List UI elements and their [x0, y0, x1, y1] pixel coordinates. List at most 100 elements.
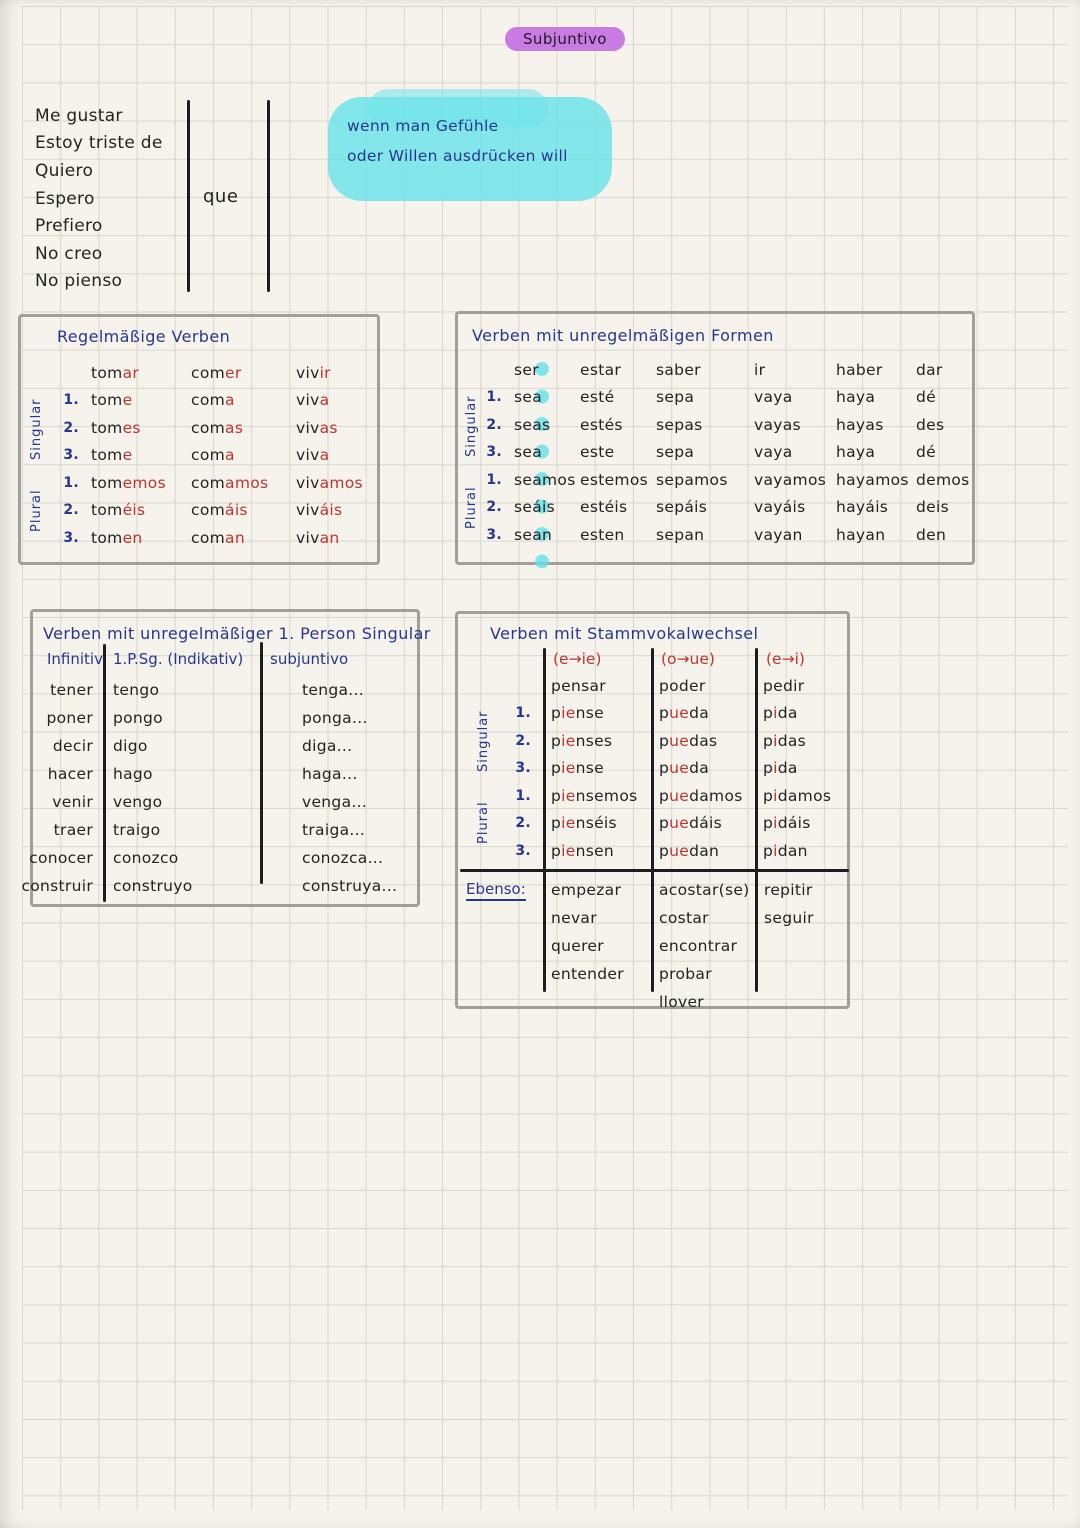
verb-cell: hayas: [836, 415, 884, 434]
verb-header: haber: [836, 360, 883, 379]
note-line: wenn man Gefühle: [347, 117, 499, 135]
ebenso-item: seguir: [764, 909, 814, 927]
person-number: 3.: [63, 447, 79, 464]
verb-cell: com as: [191, 418, 244, 437]
verb-cell: viv an: [296, 528, 340, 547]
verb-header: pedir: [763, 676, 805, 695]
note-highlight: [328, 89, 612, 201]
trigger-item: Quiero: [35, 160, 94, 181]
verb-cell: viv áis: [296, 501, 343, 520]
verb-cell: sepa: [656, 388, 695, 407]
stem-change-header: (e→i): [766, 650, 805, 668]
person-number: 1.: [63, 474, 79, 491]
infinitive-cell: hacer: [47, 765, 93, 783]
verb-cell: vayáis: [754, 498, 806, 517]
table-title: Regelmäßige Verben: [57, 327, 231, 346]
conjugation-grid: ser estar saber ir haber dar 1. sea esté…: [484, 356, 972, 549]
trigger-item: Estoy triste de: [35, 133, 163, 154]
infinitive-cell: conocer: [29, 849, 93, 867]
verb-cell: p i da: [763, 759, 798, 778]
column-header: subjuntivo: [270, 650, 349, 668]
trigger-item: Espero: [35, 188, 95, 209]
infinitive-cell: decir: [52, 737, 93, 755]
verb-cell: com an: [191, 528, 245, 547]
person-number: 2.: [63, 419, 79, 436]
verb-cell: sea: [514, 443, 543, 462]
infinitive-cell: construir: [21, 877, 93, 895]
verb-cell: esté: [580, 388, 615, 407]
column-divider: [755, 648, 758, 992]
conjugation-grid: pensar poder pedir 1. p ie nse p ue da p i da …: [462, 672, 852, 865]
verb-cell: com amos: [191, 473, 269, 492]
subjunctive-cell: tenga...: [302, 681, 364, 699]
ebenso-item: nevar: [551, 909, 597, 927]
verb-header: com er: [191, 363, 242, 382]
verb-cell: p ie nséis: [551, 814, 617, 833]
vertical-label-singular: Singular: [464, 395, 479, 457]
infinitive-cell: venir: [52, 793, 93, 811]
verb-cell: seamos: [514, 470, 576, 489]
person-number: 3.: [63, 529, 79, 546]
verb-cell: des: [916, 415, 945, 434]
column-header: 1.P.Sg. (Indikativ): [113, 650, 244, 668]
verb-cell: sepa: [656, 443, 695, 462]
trigger-item: No pienso: [35, 271, 123, 292]
person-number: 3.: [515, 760, 531, 777]
verb-cell: dé: [916, 443, 936, 462]
verb-header: ser: [514, 360, 539, 379]
person-number: 1.: [486, 389, 502, 406]
section-divider: [460, 869, 849, 872]
verb-cell: viv amos: [296, 473, 363, 492]
verb-cell: sepan: [656, 525, 705, 544]
person-number: 2.: [486, 499, 502, 516]
trigger-item: No creo: [35, 243, 103, 264]
verb-cell: viv a: [296, 446, 330, 465]
trigger-list: Me gustar Estoy triste de Quiero Espero …: [35, 102, 163, 295]
verb-cell: sepas: [656, 415, 703, 434]
trigger-item: Me gustar: [35, 105, 123, 126]
ebenso-item: acostar(se): [659, 881, 750, 899]
indicative-cell: digo: [113, 737, 148, 755]
ebenso-item: llover: [659, 993, 704, 1011]
indicative-cell: traigo: [113, 821, 161, 839]
divider-line: [187, 100, 190, 292]
verb-cell: tom emos: [91, 473, 166, 492]
conjugation-grid: tom ar com er viv ir 1. tom e com a viv a 2. t…: [51, 359, 381, 552]
verb-cell: dé: [916, 388, 936, 407]
verb-cell: tom es: [91, 418, 141, 437]
verb-cell: este: [580, 443, 615, 462]
person-number: 2.: [515, 732, 531, 749]
verb-cell: p ie nse: [551, 759, 604, 778]
stem-change-header: (o→ue): [661, 650, 715, 668]
ebenso-column: repitir seguir: [764, 876, 814, 932]
infinitive-cell: poner: [46, 709, 93, 727]
person-number: 2.: [486, 416, 502, 433]
verb-cell: estéis: [580, 498, 628, 517]
verb-header: poder: [659, 676, 706, 695]
verb-cell: hayamos: [836, 470, 909, 489]
vertical-label-plural: Plural: [29, 489, 44, 533]
verb-header: estar: [580, 360, 622, 379]
cyan-highlight-dots: [535, 360, 549, 568]
vertical-label-singular: Singular: [29, 398, 44, 460]
person-number: 3.: [515, 842, 531, 859]
table-title: Verben mit unregelmäßiger 1. Person Sing…: [43, 624, 431, 643]
verb-cell: sean: [514, 525, 553, 544]
page-title-highlight: Subjuntivo: [505, 27, 625, 51]
verb-cell: seas: [514, 415, 551, 434]
verb-cell: hayáis: [836, 498, 889, 517]
person-number: 3.: [486, 444, 502, 461]
column-header: Infinitiv: [47, 650, 103, 668]
verb-cell: p i das: [763, 731, 807, 750]
person-number: 1.: [63, 392, 79, 409]
spacer: [484, 356, 514, 384]
verb-cell: com a: [191, 391, 235, 410]
verb-cell: esten: [580, 525, 625, 544]
verb-cell: p ue da: [659, 704, 710, 723]
verb-cell: sea: [514, 388, 543, 407]
subjunctive-cell: ponga...: [302, 709, 368, 727]
stem-change-header: (e→ie): [553, 650, 602, 668]
verb-header: ir: [754, 360, 766, 379]
indicative-cell: hago: [113, 765, 153, 783]
